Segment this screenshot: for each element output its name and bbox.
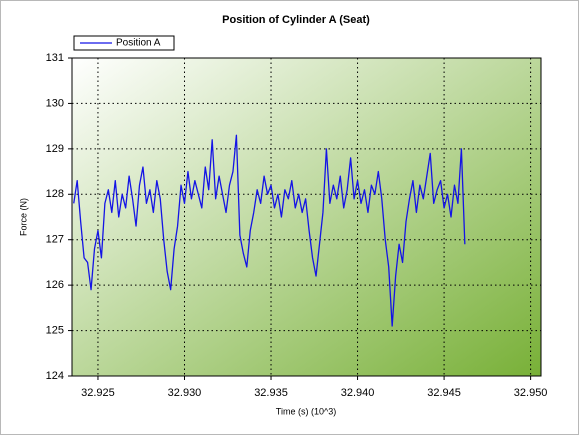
x-tick-label: 32.950: [514, 387, 548, 399]
x-tick-label: 32.945: [427, 387, 461, 399]
y-tick-label: 128: [46, 188, 64, 200]
y-axis-label: Force (N): [18, 198, 28, 236]
y-tick-label: 124: [46, 370, 64, 382]
y-tick-label: 125: [46, 324, 64, 336]
chart-title: Position of Cylinder A (Seat): [222, 14, 370, 26]
x-tick-label: 32.925: [81, 387, 115, 399]
y-tick-label: 127: [46, 234, 64, 246]
legend-label: Position A: [116, 38, 161, 49]
y-tick-label: 129: [46, 143, 64, 155]
x-tick-label: 32.940: [341, 387, 375, 399]
y-tick-label: 126: [46, 279, 64, 291]
plot-area: [71, 57, 542, 377]
x-axis-label: Time (s) (10^3): [276, 406, 336, 416]
legend: Position A: [73, 35, 175, 51]
x-tick-label: 32.930: [168, 387, 202, 399]
y-tick-label: 130: [46, 97, 64, 109]
data-line: [73, 134, 466, 327]
y-tick-label: 131: [46, 52, 64, 64]
legend-box: [73, 35, 175, 51]
x-tick-label: 32.935: [254, 387, 288, 399]
